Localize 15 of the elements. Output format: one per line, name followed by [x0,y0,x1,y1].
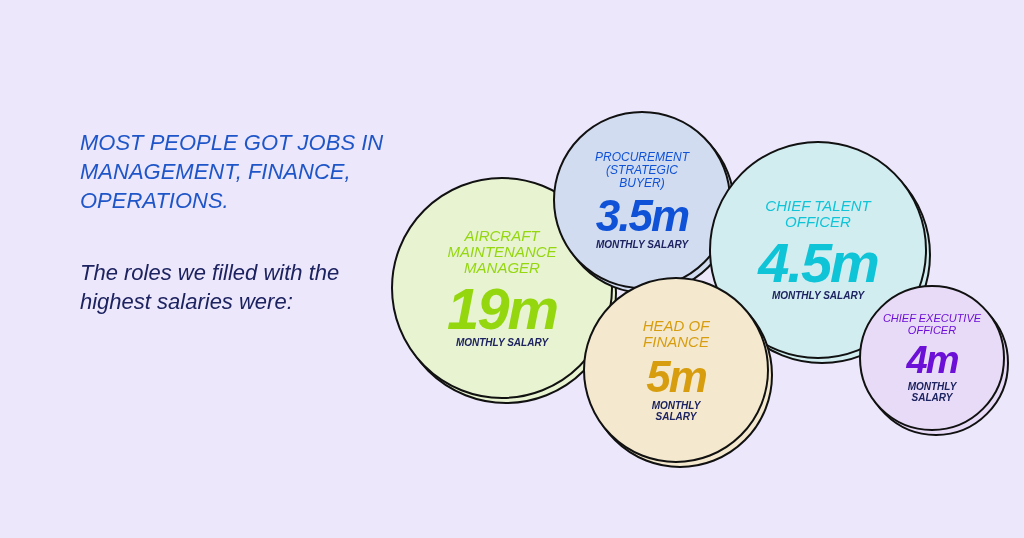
category-label: PROCUREMENT (STRATEGIC BUYER) [594,149,691,190]
text: MONTHLY SALARY [771,290,866,302]
category-label: CHIEF EXECUTIVE OFFICER [882,312,982,337]
text: MONTHLY SALARY [651,399,702,422]
data-label: 4m [905,339,959,382]
category-label: AIRCRAFT MAINTENANCE MANAGER [447,226,558,276]
category-label: HEAD OF FINANCE [642,317,711,351]
text: MOST PEOPLE GOT JOBS IN MANAGEMENT, FINANCE, OPERATIONS. [80,129,385,215]
data-label: 5m [646,351,707,401]
text: MONTHLY SALARY [907,381,958,404]
category-label: CHIEF TALENT OFFICER [765,197,873,231]
data-label: 3.5m [595,190,690,240]
text: MONTHLY SALARY [595,238,690,250]
text: The roles we filled with the highest salaries were: [80,259,341,316]
text: MONTHLY SALARY [455,337,550,349]
